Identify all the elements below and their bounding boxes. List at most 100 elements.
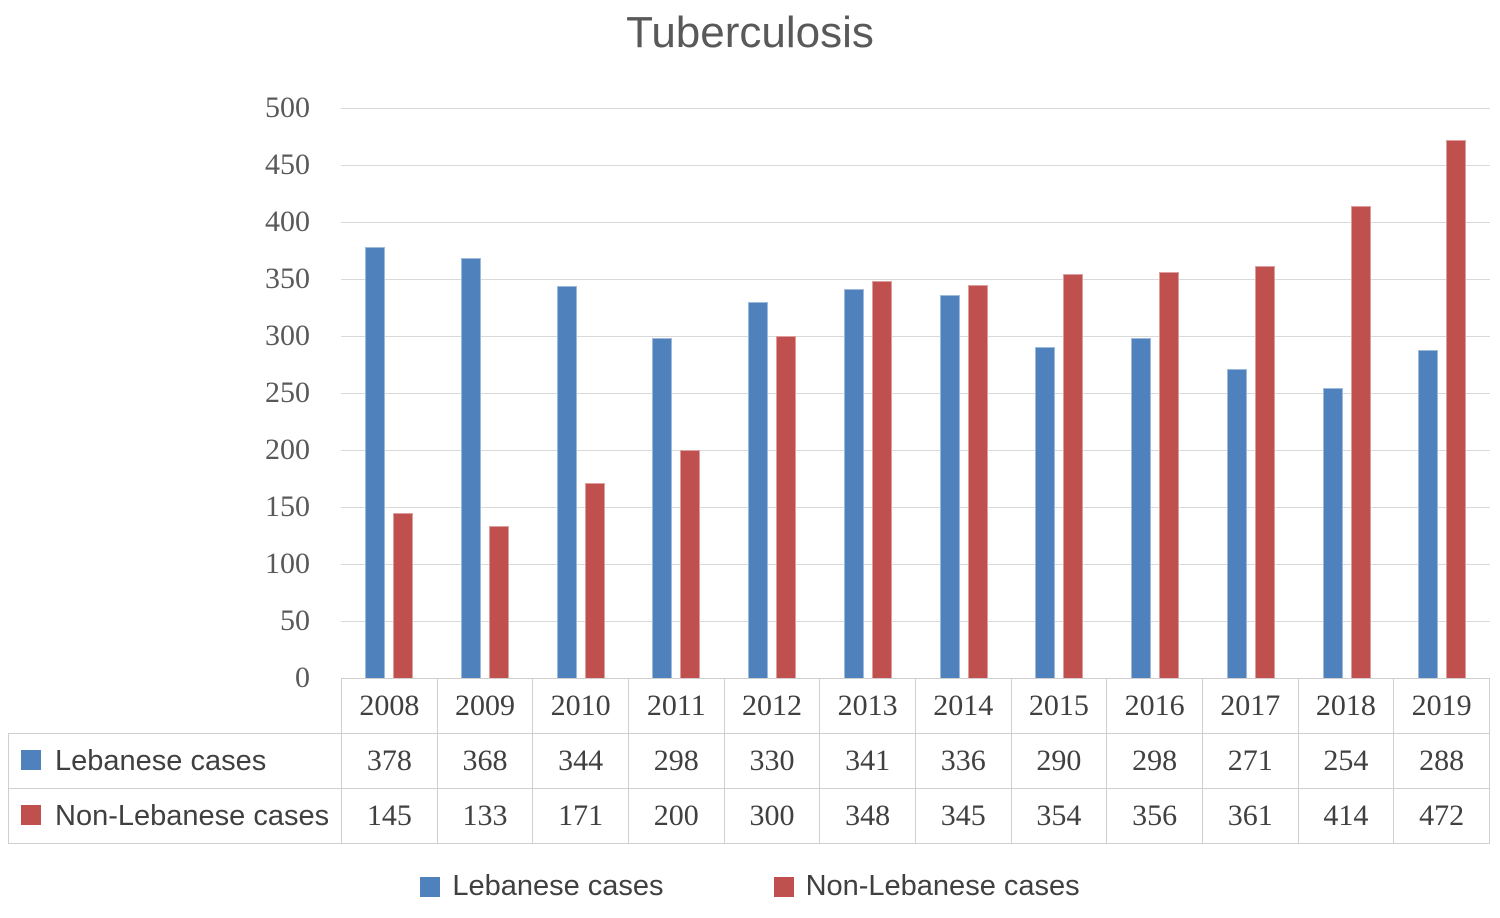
y-axis-tick-label: 400 (265, 205, 310, 238)
bar-non-lebanese-cases-2012 (776, 336, 796, 678)
gridline (341, 165, 1490, 166)
gridline (341, 450, 1490, 451)
y-axis-tick-label: 500 (265, 91, 310, 124)
bar-lebanese-cases-2008 (365, 247, 385, 678)
value-cell-lebanese-cases-2012: 330 (723, 733, 821, 789)
value-cell-lebanese-cases-2019: 288 (1393, 733, 1490, 789)
value-cell-non-lebanese-cases-2009: 133 (436, 788, 534, 844)
bar-non-lebanese-cases-2015 (1063, 274, 1084, 678)
bar-non-lebanese-cases-2019 (1446, 139, 1467, 678)
y-axis-tick-label: 100 (265, 547, 310, 580)
year-header-cell-2015: 2015 (1010, 678, 1108, 734)
year-header-row: 2008 2009 2010 2011 2012 2013 2014 2015 2016 2017… (9, 678, 1490, 734)
bar-non-lebanese-cases-2017 (1254, 266, 1275, 678)
value-cell-lebanese-cases-2010: 344 (532, 733, 629, 789)
bar-lebanese-cases-2017 (1226, 369, 1247, 678)
bar-lebanese-cases-2014 (939, 294, 960, 678)
year-header-cell-2008: 2008 (341, 678, 438, 734)
data-table: 2008 2009 2010 2011 2012 2013 2014 2015 2016 2017… (8, 678, 1490, 844)
value-cell-non-lebanese-cases-2010: 171 (532, 788, 629, 844)
table-row-lebanese-cases: Lebanese cases 378 368 344 298 330 341 336 290 29… (8, 733, 1490, 789)
gridline (341, 222, 1490, 223)
value-cell-non-lebanese-cases-2011: 200 (627, 788, 725, 844)
y-axis-tick-label: 200 (265, 433, 310, 466)
bar-non-lebanese-cases-2008 (393, 512, 413, 678)
year-header-cell-2010: 2010 (532, 678, 629, 734)
bar-non-lebanese-cases-2010 (584, 483, 605, 678)
y-axis-tick-label: 300 (265, 319, 310, 352)
series-label: Lebanese cases (55, 744, 267, 777)
y-axis-tick-label: 150 (265, 490, 310, 523)
year-header-cell-2012: 2012 (723, 678, 821, 734)
lebanese-legend-swatch-icon (420, 876, 441, 897)
bar-lebanese-cases-2012 (748, 301, 768, 678)
bar-non-lebanese-cases-2013 (871, 281, 892, 678)
y-axis-tick-label: 250 (265, 376, 310, 409)
value-cell-non-lebanese-cases-2015: 354 (1010, 788, 1108, 844)
value-cell-lebanese-cases-2008: 378 (341, 733, 438, 789)
year-header-cell-2013: 2013 (819, 678, 916, 734)
year-header-cell-2019: 2019 (1393, 678, 1490, 734)
value-cell-lebanese-cases-2015: 290 (1010, 733, 1108, 789)
value-cell-non-lebanese-cases-2013: 348 (819, 788, 916, 844)
gridline (341, 108, 1490, 109)
value-cell-non-lebanese-cases-2008: 145 (341, 788, 438, 844)
series-label-cell-lebanese-cases: Lebanese cases (8, 733, 342, 789)
value-cell-lebanese-cases-2013: 341 (819, 733, 916, 789)
lebanese-cases-swatch-icon (21, 749, 41, 770)
plot-area (341, 108, 1490, 678)
value-cell-non-lebanese-cases-2018: 414 (1297, 788, 1395, 844)
bar-lebanese-cases-2009 (460, 258, 481, 678)
value-cell-lebanese-cases-2016: 298 (1106, 733, 1203, 789)
value-cell-lebanese-cases-2017: 271 (1201, 733, 1299, 789)
legend-item-lebanese: Lebanese cases (420, 870, 664, 903)
bar-non-lebanese-cases-2009 (488, 526, 509, 678)
chart-title: Tuberculosis (626, 8, 874, 57)
bar-lebanese-cases-2016 (1131, 338, 1151, 678)
y-axis-tick-label: 350 (265, 262, 310, 295)
value-cell-non-lebanese-cases-2017: 361 (1201, 788, 1299, 844)
year-header-cell-2009: 2009 (436, 678, 534, 734)
y-axis-tick-label: 50 (280, 604, 310, 637)
bar-lebanese-cases-2013 (843, 289, 864, 678)
gridline (341, 621, 1490, 622)
gridline (341, 336, 1490, 337)
value-cell-lebanese-cases-2018: 254 (1297, 733, 1395, 789)
year-header-cell-2011: 2011 (627, 678, 725, 734)
bar-lebanese-cases-2010 (556, 285, 577, 678)
chart-legend: Lebanese cases Non-Lebanese cases (0, 870, 1500, 903)
year-header-cell-2014: 2014 (914, 678, 1012, 734)
value-cell-non-lebanese-cases-2016: 356 (1106, 788, 1203, 844)
bar-non-lebanese-cases-2018 (1350, 206, 1371, 678)
value-cell-non-lebanese-cases-2019: 472 (1393, 788, 1490, 844)
legend-label-lebanese: Lebanese cases (452, 870, 664, 902)
value-cell-non-lebanese-cases-2012: 300 (723, 788, 821, 844)
gridline (341, 564, 1490, 565)
y-axis-tick-label: 0 (295, 661, 310, 694)
table-row-non-lebanese-cases: Non-Lebanese cases 145 133 171 200 300 348 345 3… (8, 788, 1490, 844)
y-axis-tick-label: 450 (265, 148, 310, 181)
year-header-cell-2017: 2017 (1201, 678, 1299, 734)
bar-lebanese-cases-2019 (1418, 349, 1439, 678)
legend-item-non-lebanese: Non-Lebanese cases (773, 870, 1080, 903)
bar-lebanese-cases-2018 (1322, 388, 1343, 678)
non-lebanese-cases-swatch-icon (21, 804, 41, 825)
year-header-cell-2018: 2018 (1297, 678, 1395, 734)
bar-non-lebanese-cases-2014 (967, 284, 988, 678)
bar-lebanese-cases-2015 (1035, 347, 1056, 678)
y-axis-labels: 0 50 100 150 200 250 300 350 400 450 500 (0, 91, 310, 694)
series-label-cell-non-lebanese-cases: Non-Lebanese cases (8, 788, 342, 844)
legend-label-non-lebanese: Non-Lebanese cases (805, 870, 1080, 902)
bar-non-lebanese-cases-2011 (680, 450, 701, 678)
series-label: Non-Lebanese cases (55, 799, 330, 832)
table-corner-cell (9, 679, 342, 734)
bar-lebanese-cases-2011 (652, 338, 673, 678)
gridline (341, 279, 1490, 280)
value-cell-lebanese-cases-2009: 368 (436, 733, 534, 789)
gridline (341, 507, 1490, 508)
gridline (341, 393, 1490, 394)
value-cell-lebanese-cases-2014: 336 (914, 733, 1012, 789)
year-header-cell-2016: 2016 (1106, 678, 1203, 734)
bar-non-lebanese-cases-2016 (1159, 272, 1179, 678)
